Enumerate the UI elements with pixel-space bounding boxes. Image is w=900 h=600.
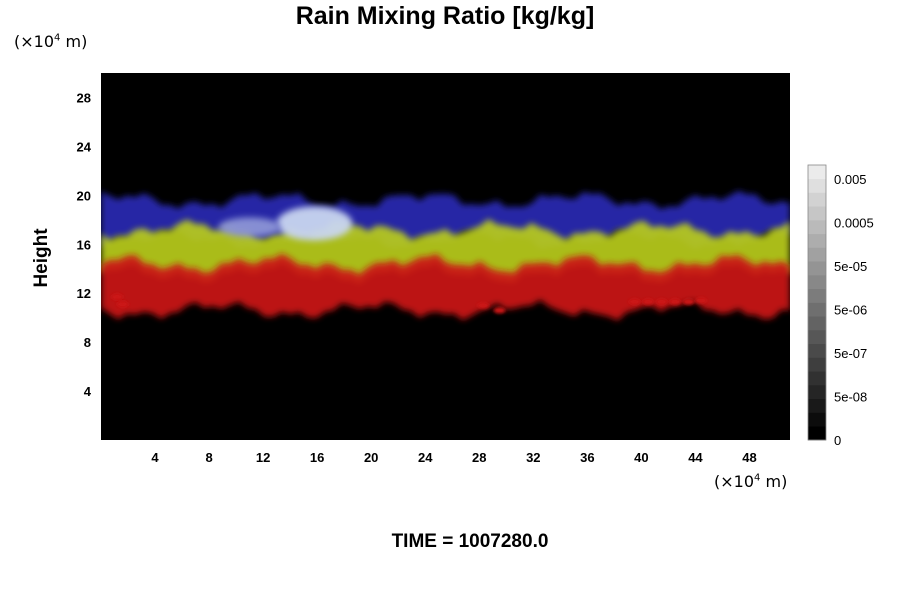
y-axis-unit: (×104 m) bbox=[14, 32, 88, 51]
rain-patch bbox=[111, 293, 124, 301]
y-tick-label: 12 bbox=[77, 286, 91, 301]
colorbar-segment bbox=[808, 398, 826, 413]
colorbar-label: 5e-05 bbox=[834, 259, 867, 274]
colorbar-segment bbox=[808, 385, 826, 400]
x-tick-label: 16 bbox=[310, 450, 324, 465]
time-label: TIME = 1007280.0 bbox=[391, 531, 549, 552]
rain-patch bbox=[682, 298, 695, 305]
x-tick-label: 8 bbox=[205, 450, 212, 465]
colorbar bbox=[807, 164, 827, 441]
y-axis-ticks: 4 8 12 16 20 24 28 bbox=[77, 90, 92, 399]
colorbar-segment bbox=[808, 371, 826, 386]
colorbar-frame bbox=[807, 164, 827, 441]
x-tick-label: 36 bbox=[580, 450, 594, 465]
x-tick-label: 20 bbox=[364, 450, 378, 465]
y-tick-label: 16 bbox=[77, 237, 91, 252]
rain-patch bbox=[655, 298, 668, 305]
y-tick-label: 24 bbox=[77, 139, 92, 154]
rain-patch bbox=[694, 297, 707, 304]
x-tick-label: 12 bbox=[256, 450, 270, 465]
colorbar-label: 0.005 bbox=[834, 172, 867, 187]
colorbar-segment bbox=[808, 178, 826, 193]
colorbar-label: 0.0005 bbox=[834, 216, 874, 231]
y-tick-label: 28 bbox=[77, 90, 91, 105]
colorbar-segment bbox=[808, 343, 826, 358]
colorbar-segment bbox=[808, 426, 826, 441]
colorbar-label: 5e-06 bbox=[834, 303, 867, 318]
x-tick-label: 24 bbox=[418, 450, 433, 465]
upper-band bbox=[101, 190, 790, 250]
colorbar-label: 0 bbox=[834, 433, 841, 448]
bright-spot bbox=[218, 217, 281, 237]
colorbar-segment bbox=[808, 165, 826, 180]
rain-patch bbox=[669, 298, 682, 305]
colorbar-label: 5e-08 bbox=[834, 390, 867, 405]
rain-patch bbox=[642, 298, 655, 305]
colorbar-segment bbox=[808, 302, 826, 317]
colorbar-segment bbox=[808, 192, 826, 207]
chart-title: Rain Mixing Ratio [kg/kg] bbox=[295, 2, 595, 30]
colorbar-segment bbox=[808, 220, 826, 235]
x-tick-label: 32 bbox=[526, 450, 540, 465]
colorbar-labels: 0.005 0.0005 5e-05 5e-06 5e-07 5e-08 0 bbox=[834, 172, 874, 448]
x-tick-label: 48 bbox=[742, 450, 756, 465]
colorbar-label: 5e-07 bbox=[834, 346, 867, 361]
lower-band bbox=[101, 253, 790, 321]
colorbar-segment bbox=[808, 357, 826, 372]
bright-spot bbox=[276, 206, 353, 241]
colorbar-segment bbox=[808, 261, 826, 276]
y-tick-label: 8 bbox=[84, 335, 91, 350]
y-tick-label: 4 bbox=[84, 384, 92, 399]
heatmap-field bbox=[101, 190, 790, 321]
rain-patch bbox=[628, 298, 641, 305]
colorbar-segment bbox=[808, 233, 826, 248]
x-tick-label: 4 bbox=[151, 450, 159, 465]
colorbar-segment bbox=[808, 247, 826, 262]
x-tick-label: 44 bbox=[688, 450, 703, 465]
y-tick-label: 20 bbox=[77, 188, 91, 203]
colorbar-segment bbox=[808, 288, 826, 303]
x-axis-unit: (×104 m) bbox=[714, 472, 788, 491]
x-tick-label: 40 bbox=[634, 450, 648, 465]
colorbar-segment bbox=[808, 206, 826, 221]
x-tick-label: 28 bbox=[472, 450, 486, 465]
x-axis-ticks: 4 8 12 16 20 24 28 32 36 40 44 48 bbox=[151, 450, 756, 465]
colorbar-segment bbox=[808, 412, 826, 427]
colorbar-segment bbox=[808, 316, 826, 331]
rain-patch bbox=[116, 301, 129, 308]
rain-patch bbox=[477, 302, 490, 309]
colorbar-segment bbox=[808, 330, 826, 345]
rain-patch bbox=[493, 307, 506, 314]
colorbar-segment bbox=[808, 275, 826, 290]
